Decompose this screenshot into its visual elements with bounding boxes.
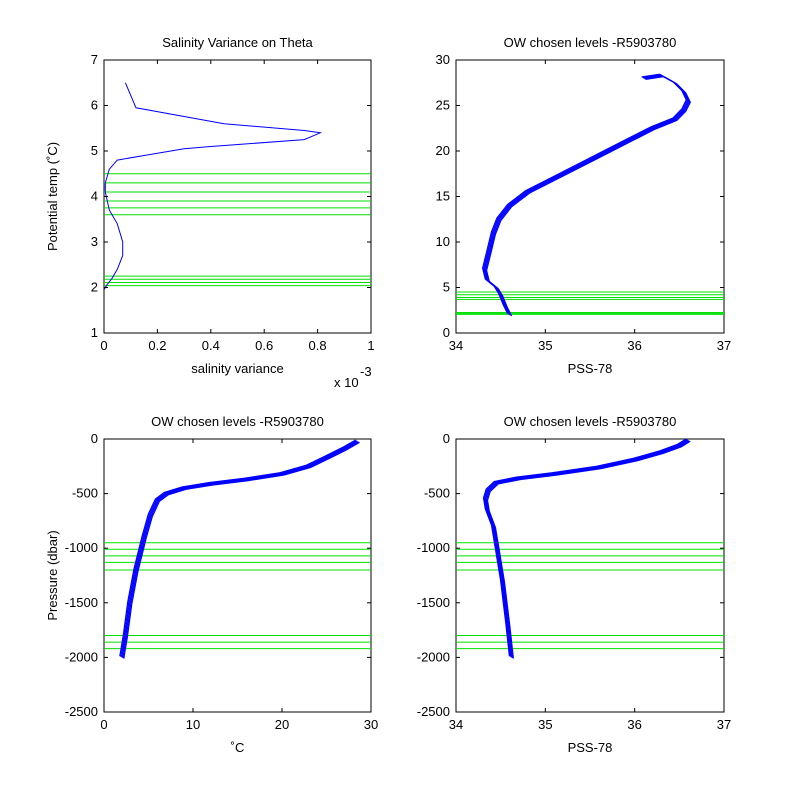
y-tick-label: 1	[91, 325, 98, 340]
y-tick-label: 25	[436, 98, 450, 113]
y-tick-label: 6	[91, 98, 98, 113]
chart-title: OW chosen levels -R5903780	[504, 35, 677, 50]
x-tick-label: 0.2	[148, 338, 166, 353]
y-axis-label: Pressure (dbar)	[45, 530, 60, 620]
x-tick-label: 1	[367, 338, 374, 353]
profile-line	[482, 439, 687, 657]
x-tick-label: 0.8	[309, 338, 327, 353]
y-tick-label: -1500	[65, 595, 98, 610]
plot-frame	[103, 438, 372, 713]
y-tick-label: 3	[91, 234, 98, 249]
x-tick-label: 0	[100, 717, 107, 732]
profile-line	[122, 441, 359, 659]
profile-line	[119, 439, 356, 657]
profile-line	[121, 440, 358, 658]
chart-panel-2: 34 35 36 37 0 5 10 15 20 25 30 OW chosen levels -R5…	[436, 35, 732, 376]
plot-area	[104, 439, 371, 659]
y-tick-label: 15	[436, 189, 450, 204]
chart-panel-3: 0 10 20 30 0 -500 -1000 -1500 -2000 -2500 OW chose…	[45, 414, 378, 755]
profile-line	[484, 439, 689, 658]
y-tick-label: -1500	[417, 595, 450, 610]
y-tick-label: 10	[436, 234, 450, 249]
y-tick-label: 5	[443, 280, 450, 295]
x-tick-label: 10	[186, 717, 200, 732]
x-axis-label: PSS-78	[568, 361, 613, 376]
chart-panel-1: 0 0.2 0.4 0.6 0.8 1 1 2 3 4 5 6 7 Salinity Variance o…	[45, 35, 375, 390]
y-tick-label: 7	[91, 52, 98, 67]
profile-line	[120, 440, 357, 657]
x-tick-label: 34	[449, 717, 463, 732]
x-tick-label: 37	[717, 717, 731, 732]
x-axis-label: salinity variance	[191, 361, 284, 376]
profile-line	[485, 440, 690, 659]
y-tick-label: 0	[443, 431, 450, 446]
y-tick-label: -1000	[417, 540, 450, 555]
y-tick-label: 0	[91, 431, 98, 446]
y-tick-label: 5	[91, 143, 98, 158]
x-exponent-base: x 10	[334, 375, 359, 390]
x-tick-label: 0.4	[202, 338, 220, 353]
x-tick-label: 35	[538, 338, 552, 353]
y-tick-label: -500	[424, 486, 450, 501]
plot-frame	[103, 59, 372, 334]
plot-area	[456, 439, 724, 659]
x-tick-label: 36	[627, 717, 641, 732]
x-tick-label: 35	[538, 717, 552, 732]
plot-frame	[455, 438, 725, 713]
y-axis-label: Potential temp (˚C)	[45, 142, 60, 251]
y-tick-label: -2500	[65, 704, 98, 719]
profile-line	[483, 439, 688, 657]
plot-area	[104, 82, 371, 291]
y-tick-label: 20	[436, 143, 450, 158]
y-tick-label: -2500	[417, 704, 450, 719]
x-exponent-power: -3	[360, 364, 372, 379]
profile-line	[485, 76, 691, 317]
y-tick-label: 2	[91, 280, 98, 295]
y-tick-label: -2000	[65, 649, 98, 664]
x-axis-label: PSS-78	[568, 740, 613, 755]
profile-line	[123, 441, 360, 659]
y-tick-label: -1000	[65, 540, 98, 555]
chart-title: OW chosen levels -R5903780	[151, 414, 324, 429]
x-tick-label: 37	[717, 338, 731, 353]
x-tick-label: 0.6	[255, 338, 273, 353]
plot-frame	[455, 59, 725, 334]
x-tick-label: 20	[275, 717, 289, 732]
plot-area	[456, 73, 724, 317]
x-tick-label: 36	[627, 338, 641, 353]
y-tick-label: 0	[443, 325, 450, 340]
x-axis-label: ˚C	[231, 740, 245, 755]
y-tick-label: 30	[436, 52, 450, 67]
y-tick-label: -500	[72, 486, 98, 501]
y-tick-label: -2000	[417, 649, 450, 664]
profile-line	[104, 82, 323, 291]
x-tick-label: 30	[364, 717, 378, 732]
x-tick-label: 34	[449, 338, 463, 353]
y-tick-label: 4	[91, 189, 98, 204]
chart-title: Salinity Variance on Theta	[162, 35, 313, 50]
profile-line	[486, 440, 691, 659]
chart-title: OW chosen levels -R5903780	[504, 414, 677, 429]
chart-panel-4: 34 35 36 37 0 -500 -1000 -1500 -2000 -2500 OW chos…	[417, 414, 731, 755]
x-tick-label: 0	[100, 338, 107, 353]
